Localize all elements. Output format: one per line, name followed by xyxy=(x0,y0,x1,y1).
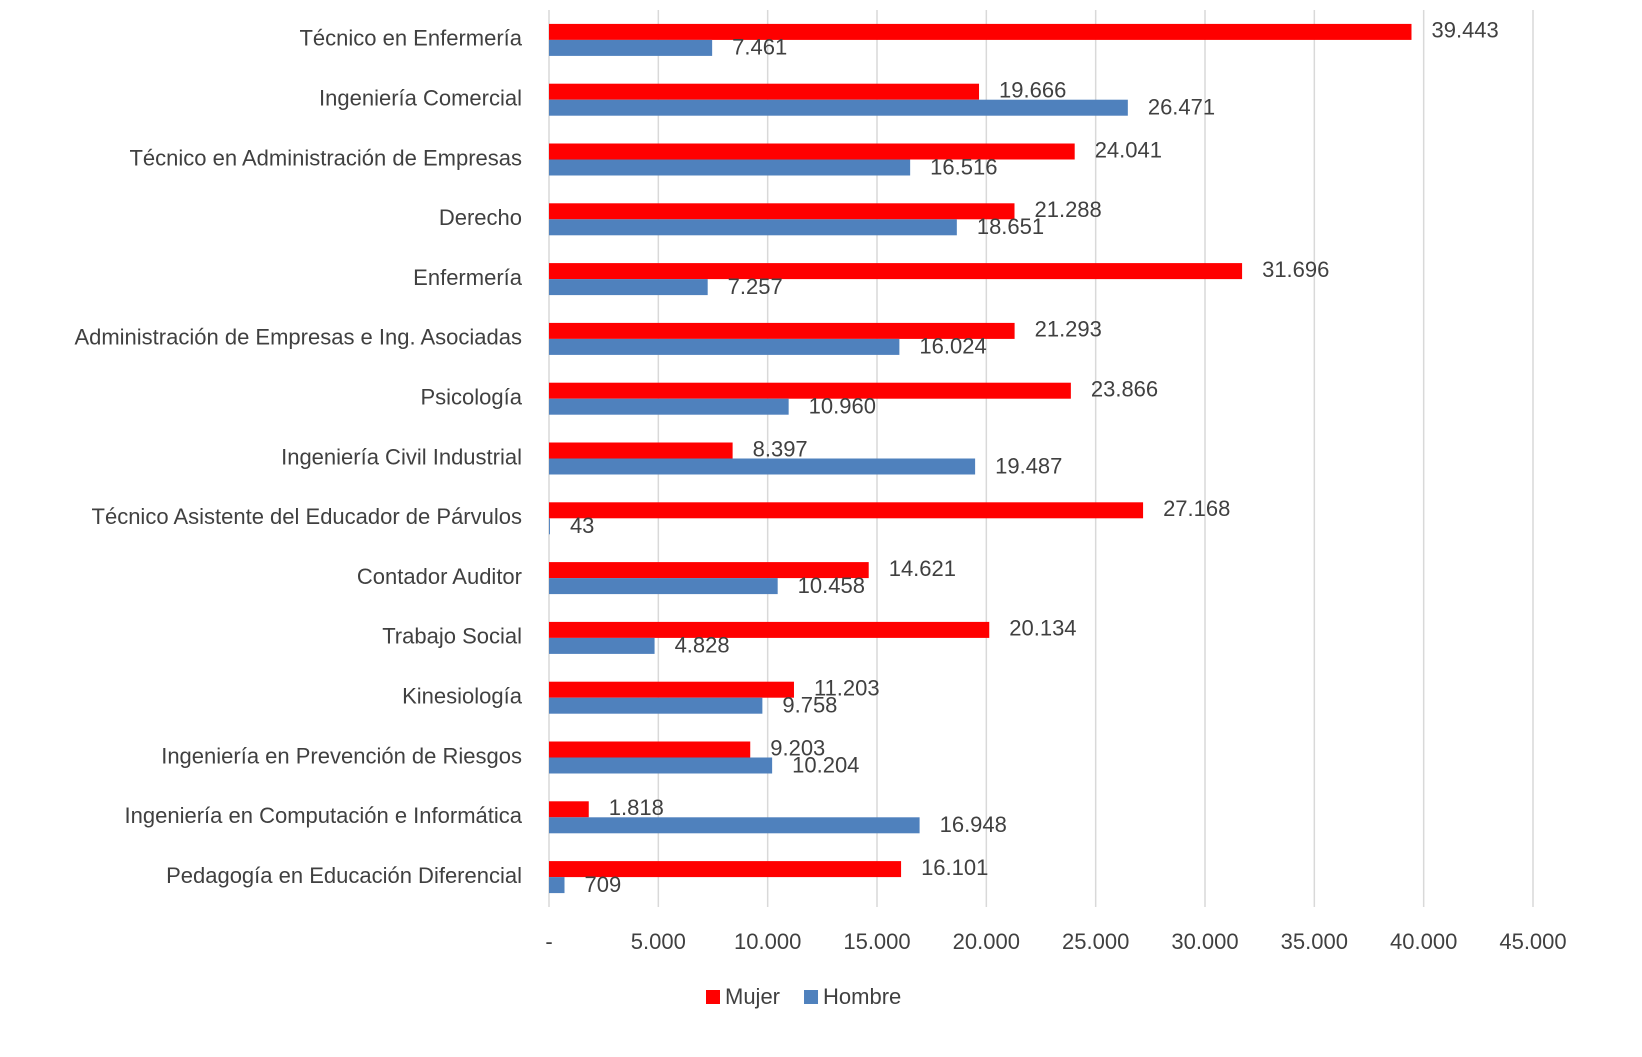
value-label: 11.203 xyxy=(814,676,880,701)
category-label: Derecho xyxy=(439,205,522,230)
bar xyxy=(549,562,869,579)
value-label: 21.293 xyxy=(1035,317,1102,342)
value-label: 19.666 xyxy=(999,78,1066,103)
value-label: 19.487 xyxy=(995,453,1062,478)
value-label: 7.257 xyxy=(728,274,783,299)
bar xyxy=(549,159,911,176)
bar xyxy=(549,741,751,758)
category-label: Técnico en Administración de Empresas xyxy=(129,145,522,170)
category-label: Técnico en Enfermería xyxy=(299,26,522,51)
bar xyxy=(549,143,1075,160)
category-label: Pedagogía en Educación Diferencial xyxy=(166,863,522,888)
x-tick-label: 40.000 xyxy=(1390,929,1457,954)
x-tick-label: 5.000 xyxy=(631,929,686,954)
value-label: 709 xyxy=(585,872,622,897)
bar xyxy=(549,382,1071,399)
value-label: 10.458 xyxy=(798,573,865,598)
bar xyxy=(549,338,900,355)
category-label: Ingeniería en Computación e Informática xyxy=(125,803,523,828)
value-label: 4.828 xyxy=(675,633,730,658)
value-label: 16.101 xyxy=(921,855,988,880)
value-label: 43 xyxy=(570,513,594,538)
category-label: Enfermería xyxy=(413,265,523,290)
value-label: 14.621 xyxy=(889,556,956,581)
value-label: 24.041 xyxy=(1095,137,1162,162)
value-label: 10.960 xyxy=(809,394,876,419)
bar xyxy=(549,877,565,894)
bar xyxy=(549,263,1243,280)
bar xyxy=(549,801,589,818)
category-label: Técnico Asistente del Educador de Párvul… xyxy=(92,504,522,529)
x-tick-label: 20.000 xyxy=(953,929,1020,954)
bar xyxy=(549,861,902,878)
category-label: Contador Auditor xyxy=(357,564,522,589)
legend-swatch xyxy=(804,990,819,1004)
bar xyxy=(549,817,920,834)
bar xyxy=(549,621,990,638)
legend-label: Mujer xyxy=(725,984,780,1009)
x-tick-label: 25.000 xyxy=(1062,929,1129,954)
category-label: Ingeniería Comercial xyxy=(319,86,522,111)
value-label: 10.204 xyxy=(792,752,859,777)
bar xyxy=(549,518,550,535)
bar xyxy=(549,279,708,296)
value-label: 21.288 xyxy=(1034,197,1101,222)
bar xyxy=(549,458,976,475)
value-label: 27.168 xyxy=(1163,496,1230,521)
category-label: Kinesiología xyxy=(402,684,523,709)
category-label: Administración de Empresas e Ing. Asocia… xyxy=(74,325,522,350)
bar xyxy=(549,637,655,654)
value-label: 9.203 xyxy=(770,735,825,760)
value-label: 20.134 xyxy=(1009,616,1076,641)
bar xyxy=(549,219,957,236)
bar xyxy=(549,578,778,595)
x-tick-label: - xyxy=(545,929,552,954)
value-label: 8.397 xyxy=(753,436,808,461)
value-label: 9.758 xyxy=(782,693,837,718)
value-label: 18.651 xyxy=(977,214,1044,239)
value-label: 16.516 xyxy=(930,154,997,179)
bar xyxy=(549,39,713,56)
value-label: 39.443 xyxy=(1431,18,1498,43)
legend-swatch xyxy=(706,990,720,1004)
category-label: Psicología xyxy=(420,385,522,410)
bar xyxy=(549,442,733,459)
x-tick-label: 35.000 xyxy=(1281,929,1348,954)
bar xyxy=(549,83,980,100)
x-tick-label: 10.000 xyxy=(734,929,801,954)
value-label: 23.866 xyxy=(1091,377,1158,402)
category-label: Ingeniería Civil Industrial xyxy=(281,444,522,469)
value-label: 7.461 xyxy=(732,35,787,60)
bar xyxy=(549,203,1015,220)
value-label: 1.818 xyxy=(609,795,664,820)
bar xyxy=(549,697,763,714)
x-tick-label: 30.000 xyxy=(1171,929,1238,954)
value-label: 16.948 xyxy=(940,812,1007,837)
category-label: Trabajo Social xyxy=(382,624,522,649)
legend-label: Hombre xyxy=(823,984,901,1009)
x-tick-label: 15.000 xyxy=(843,929,910,954)
category-label: Ingeniería en Prevención de Riesgos xyxy=(161,743,522,768)
value-label: 31.696 xyxy=(1262,257,1329,282)
bar xyxy=(549,681,794,698)
x-tick-label: 45.000 xyxy=(1499,929,1566,954)
bar xyxy=(549,398,789,415)
bar xyxy=(549,502,1144,519)
value-label: 26.471 xyxy=(1148,95,1215,120)
bar xyxy=(549,23,1412,40)
value-label: 16.024 xyxy=(919,334,986,359)
bar xyxy=(549,757,773,774)
bar xyxy=(549,322,1015,339)
bar xyxy=(549,99,1128,116)
